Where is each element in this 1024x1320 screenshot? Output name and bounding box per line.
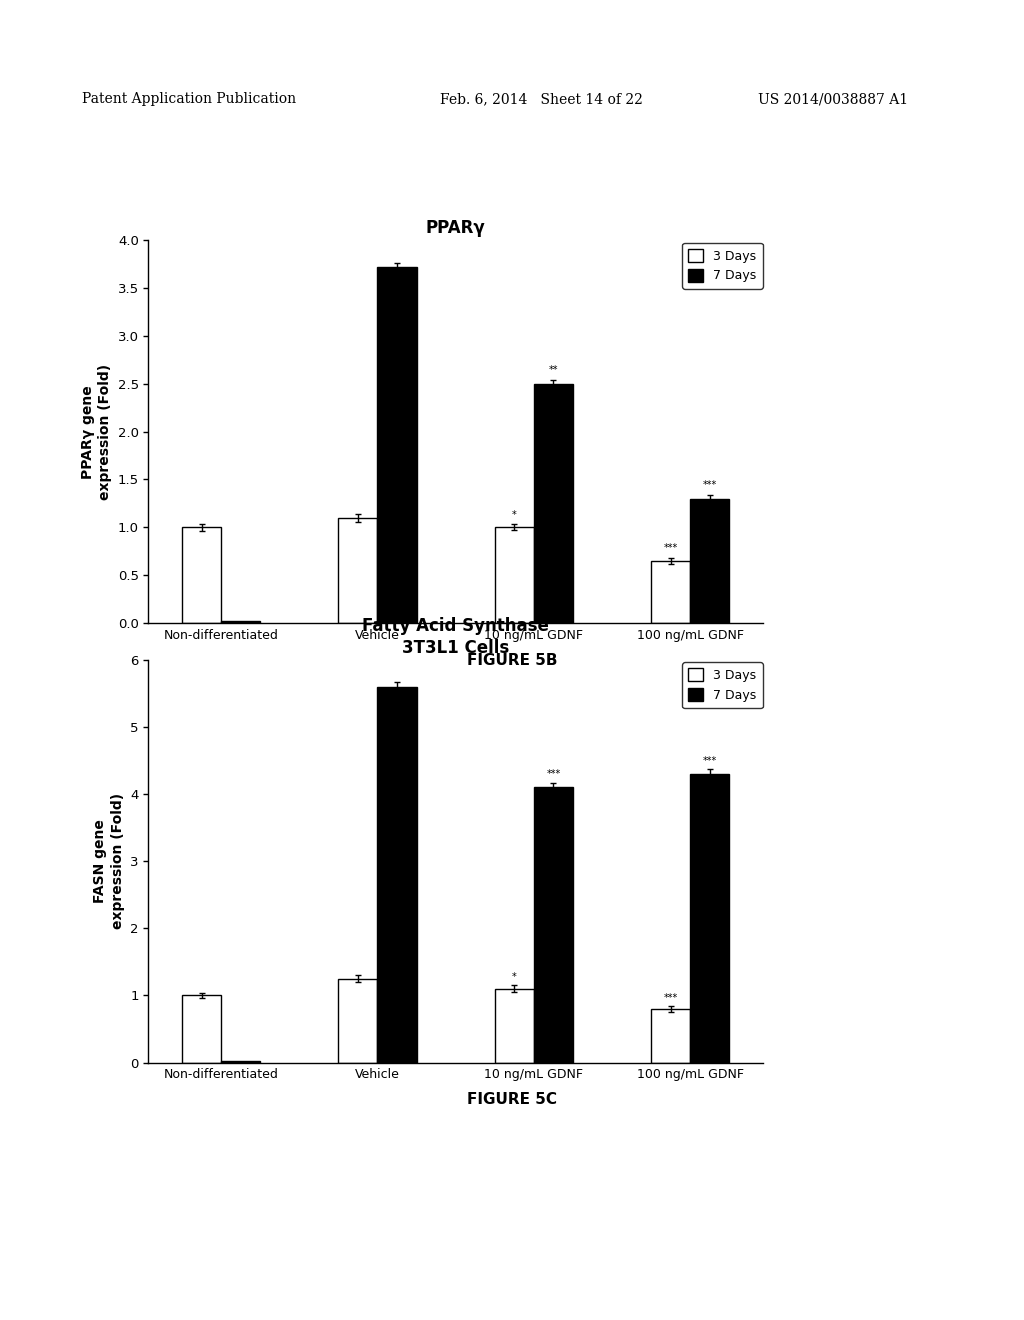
Bar (690, 774, 729, 1063)
Bar (338, 517, 378, 623)
Bar (221, 1061, 260, 1063)
Bar (338, 978, 378, 1063)
Text: US 2014/0038887 A1: US 2014/0038887 A1 (758, 92, 908, 107)
Text: Patent Application Publication: Patent Application Publication (82, 92, 296, 107)
Bar (690, 499, 729, 623)
Bar (495, 527, 534, 623)
Bar (651, 1008, 690, 1063)
Text: Feb. 6, 2014   Sheet 14 of 22: Feb. 6, 2014 Sheet 14 of 22 (440, 92, 643, 107)
Text: ***: *** (546, 770, 560, 779)
Y-axis label: FASN gene
expression (Fold): FASN gene expression (Fold) (93, 793, 125, 929)
Bar (182, 527, 221, 623)
Text: *: * (512, 510, 517, 520)
Y-axis label: PPARγ gene
expression (Fold): PPARγ gene expression (Fold) (81, 363, 112, 500)
Legend: 3 Days, 7 Days: 3 Days, 7 Days (682, 243, 763, 289)
Title: Fatty Acid Synthase
3T3L1 Cells: Fatty Acid Synthase 3T3L1 Cells (362, 616, 549, 657)
Text: ***: *** (702, 756, 717, 766)
Bar (378, 686, 417, 1063)
Text: *: * (512, 972, 517, 982)
Bar (221, 622, 260, 623)
Text: FIGURE 5B: FIGURE 5B (467, 653, 557, 668)
Text: **: ** (549, 366, 558, 375)
Text: ***: *** (664, 993, 678, 1003)
Bar (182, 995, 221, 1063)
Text: ***: *** (664, 543, 678, 553)
Title: PPARγ: PPARγ (426, 219, 485, 238)
Bar (534, 384, 573, 623)
Legend: 3 Days, 7 Days: 3 Days, 7 Days (682, 663, 763, 709)
Bar (534, 788, 573, 1063)
Bar (495, 989, 534, 1063)
Bar (651, 561, 690, 623)
Text: ***: *** (702, 480, 717, 490)
Bar (378, 267, 417, 623)
Text: FIGURE 5C: FIGURE 5C (467, 1092, 557, 1106)
